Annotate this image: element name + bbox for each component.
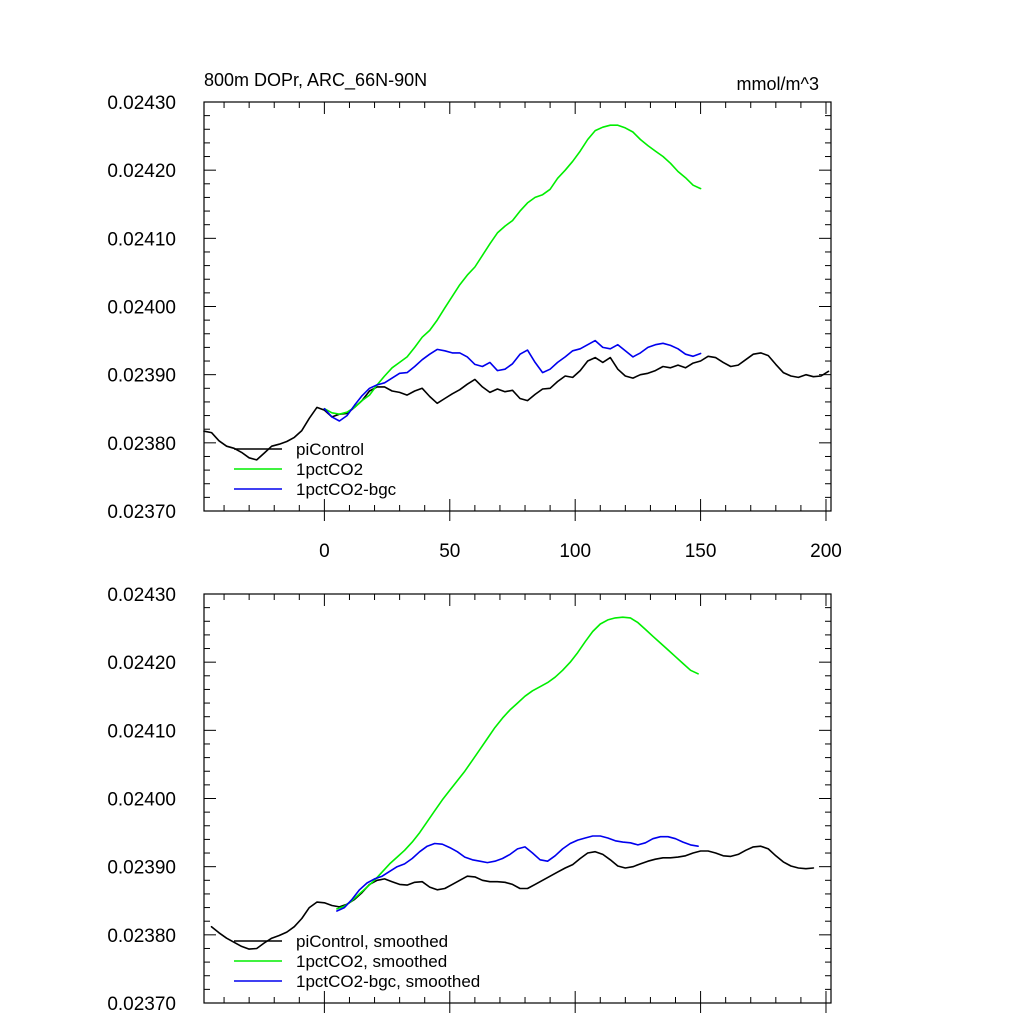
series-line-1pctco2-smoothed (336, 616, 699, 910)
y-tick-label: 0.02400 (107, 790, 176, 811)
x-tick-label: 100 (559, 541, 591, 562)
y-tick-label: 0.02420 (107, 653, 176, 674)
chart-title: 800m DOPr, ARC_66N-90N (204, 70, 427, 91)
legend-label: 1pctCO2 (296, 460, 363, 479)
axis-ticks (204, 101, 831, 521)
series-group (203, 124, 830, 461)
y-tick-label: 0.02410 (107, 721, 176, 742)
legend-label: piControl (296, 440, 364, 459)
y-tick-label: 0.02410 (107, 229, 176, 250)
legend-label: 1pctCO2, smoothed (296, 952, 447, 971)
chart-units-label: mmol/m^3 (737, 74, 819, 94)
y-tick-label: 0.02400 (107, 298, 176, 319)
x-tick-label: 200 (810, 541, 842, 562)
series-line-picontrol-smoothed (210, 845, 815, 950)
legend-label: 1pctCO2-bgc (296, 480, 397, 499)
series-line-1pctco2-bgc (323, 339, 702, 422)
y-tick-label: 0.02370 (107, 994, 176, 1015)
x-tick-label: 150 (685, 541, 717, 562)
y-tick-label: 0.02420 (107, 161, 176, 182)
y-tick-label: 0.02430 (107, 93, 176, 114)
x-tick-label: 0 (319, 541, 330, 562)
axis-ticks (204, 593, 831, 1013)
x-tick-label: 50 (439, 541, 460, 562)
series-line-1pctco2-bgc-smoothed (336, 835, 699, 912)
y-tick-label: 0.02380 (107, 434, 176, 455)
chart-panels: 800m DOPr, ARC_66N-90N mmol/m^30.023700.0… (107, 70, 842, 1015)
legend-label: 1pctCO2-bgc, smoothed (296, 972, 480, 991)
y-tick-label: 0.02430 (107, 585, 176, 606)
legend-label: piControl, smoothed (296, 932, 448, 951)
y-tick-label: 0.02370 (107, 502, 176, 523)
series-group (210, 616, 815, 950)
y-tick-label: 0.02390 (107, 366, 176, 387)
chart-panel-1: 800m DOPr, ARC_66N-90N mmol/m^3 0.02370 0.0… (107, 70, 842, 562)
series-line-1pctco2 (323, 124, 702, 415)
series-line-picontrol (203, 352, 830, 461)
y-tick-label: 0.02380 (107, 926, 176, 947)
chart-panel-2: 0.02370 0.02380 0.02390 0.02400 0.02410 0.024… (107, 585, 832, 1015)
y-tick-label: 0.02390 (107, 858, 176, 879)
